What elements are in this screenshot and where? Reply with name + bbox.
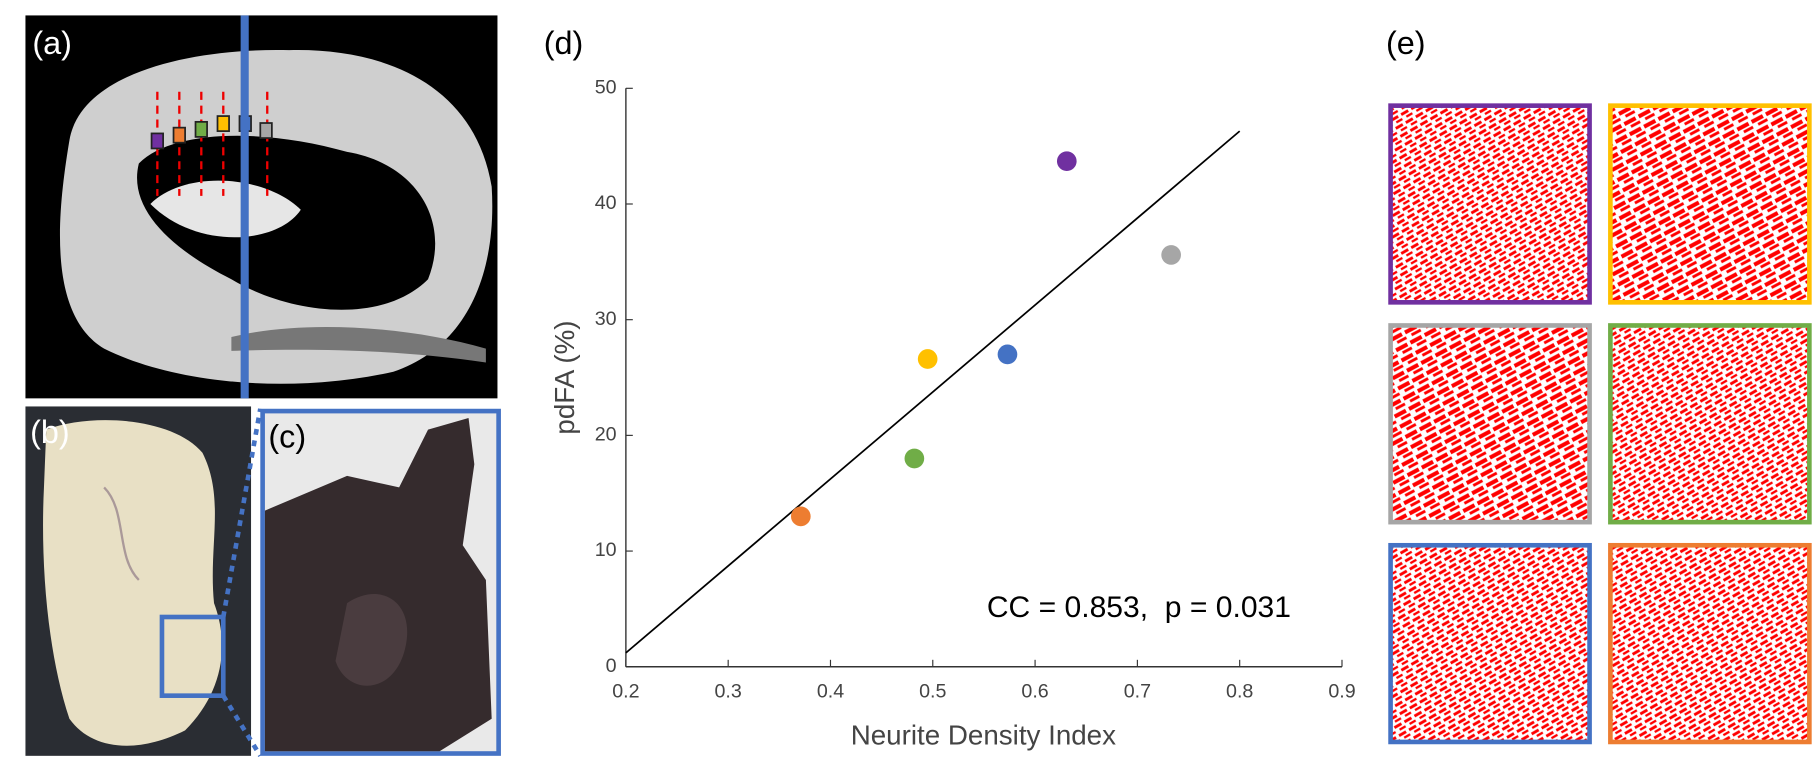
x-tick-label: 0.2 <box>612 680 639 702</box>
y-tick-label: 50 <box>595 76 617 98</box>
annotation: CC = 0.853, p = 0.031 <box>987 591 1291 624</box>
roi-box <box>172 126 186 144</box>
fiber-tile <box>1608 103 1812 305</box>
y-tick-label: 10 <box>595 539 617 561</box>
fiber-tiles <box>1388 103 1812 745</box>
x-tick-label: 0.6 <box>1021 680 1048 702</box>
fiber-tile <box>1388 103 1592 305</box>
panel-label: (a) <box>32 25 72 61</box>
y-tick-label: 20 <box>595 424 617 446</box>
roi-box <box>150 132 164 150</box>
y-tick-label: 30 <box>595 308 617 330</box>
point <box>904 448 925 469</box>
point <box>790 506 811 527</box>
point <box>917 349 938 369</box>
point <box>1161 245 1181 265</box>
roi-box <box>216 115 230 132</box>
y-tick-label: 0 <box>606 655 617 677</box>
x-tick-label: 0.5 <box>919 680 946 702</box>
mri-panel <box>25 15 498 399</box>
photo-panel <box>25 406 263 758</box>
panel-label: (d) <box>544 25 584 61</box>
panel-label: (b) <box>30 414 70 450</box>
histology-panel <box>260 408 501 756</box>
x-tick-label: 0.3 <box>715 680 742 702</box>
panel-label: (c) <box>268 418 306 454</box>
roi-box <box>259 122 273 139</box>
fiber-tile <box>1388 542 1592 745</box>
panel-label: (e) <box>1386 25 1426 61</box>
point <box>1056 151 1077 172</box>
x-axis-label: Neurite Density Index <box>851 720 1116 751</box>
x-tick-label: 0.8 <box>1226 680 1253 702</box>
fiber-tile <box>1608 542 1812 745</box>
fiber-tile <box>1608 323 1812 525</box>
x-tick-label: 0.9 <box>1328 680 1355 702</box>
y-tick-label: 40 <box>595 192 617 214</box>
fiber-tile <box>1388 323 1592 525</box>
y-axis-label: pdFA (%) <box>549 320 580 434</box>
point <box>997 344 1018 365</box>
x-tick-label: 0.4 <box>817 680 844 702</box>
fit-line <box>625 130 1241 654</box>
roi-box <box>194 120 208 138</box>
x-tick-label: 0.7 <box>1124 680 1151 702</box>
